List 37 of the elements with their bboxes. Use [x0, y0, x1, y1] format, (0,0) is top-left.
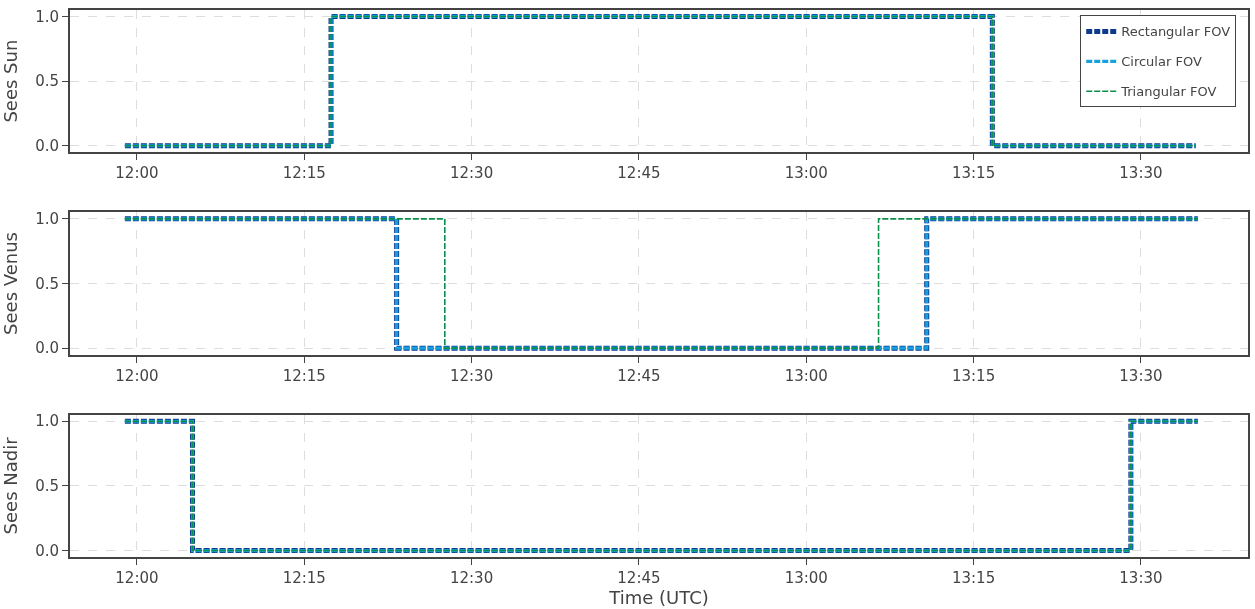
- y-tick-label: 0.0: [35, 339, 59, 358]
- x-tick-label: 13:00: [784, 366, 828, 385]
- x-tick-label: 12:30: [449, 366, 494, 385]
- x-tick-label: 12:45: [617, 569, 661, 587]
- x-tick-label: 13:30: [1119, 569, 1163, 587]
- x-tick-label: 12:00: [115, 164, 159, 183]
- y-axis-title: Sees Sun: [0, 39, 21, 123]
- y-tick-label: 1.0: [35, 412, 59, 431]
- x-tick-label: 12:00: [115, 366, 159, 385]
- legend-label: Rectangular FOV: [1121, 24, 1231, 40]
- y-tick-label: 1.0: [35, 210, 59, 229]
- x-tick-label: 12:45: [617, 164, 661, 183]
- y-tick-label: 0.5: [35, 274, 59, 293]
- y-tick-label: 0.0: [35, 137, 59, 156]
- x-tick-label: 12:30: [449, 164, 494, 183]
- x-tick-label: 12:15: [282, 569, 326, 587]
- x-tick-label: 13:00: [784, 569, 828, 587]
- y-tick-label: 0.0: [35, 541, 59, 560]
- x-tick-label: 13:30: [1119, 366, 1163, 385]
- x-tick-label: 13:30: [1119, 164, 1163, 183]
- y-tick-label: 0.5: [35, 477, 59, 496]
- x-tick-label: 13:15: [951, 164, 996, 183]
- legend-label: Triangular FOV: [1120, 84, 1217, 100]
- x-tick-label: 12:00: [115, 569, 159, 587]
- y-tick-label: 1.0: [35, 7, 59, 26]
- y-axis-title: Sees Venus: [0, 232, 21, 335]
- y-axis-title: Sees Nadir: [0, 436, 21, 535]
- legend-label: Circular FOV: [1121, 54, 1202, 70]
- x-tick-label: 12:15: [282, 366, 326, 385]
- y-tick-label: 0.5: [35, 72, 59, 91]
- x-tick-label: 12:15: [282, 164, 326, 183]
- x-tick-label: 13:15: [951, 569, 996, 587]
- x-tick-label: 13:15: [951, 366, 996, 385]
- x-tick-label: 13:00: [784, 164, 828, 183]
- x-tick-label: 12:45: [617, 366, 661, 385]
- x-axis-title: Time (UTC): [608, 587, 709, 608]
- x-tick-label: 12:30: [449, 569, 494, 587]
